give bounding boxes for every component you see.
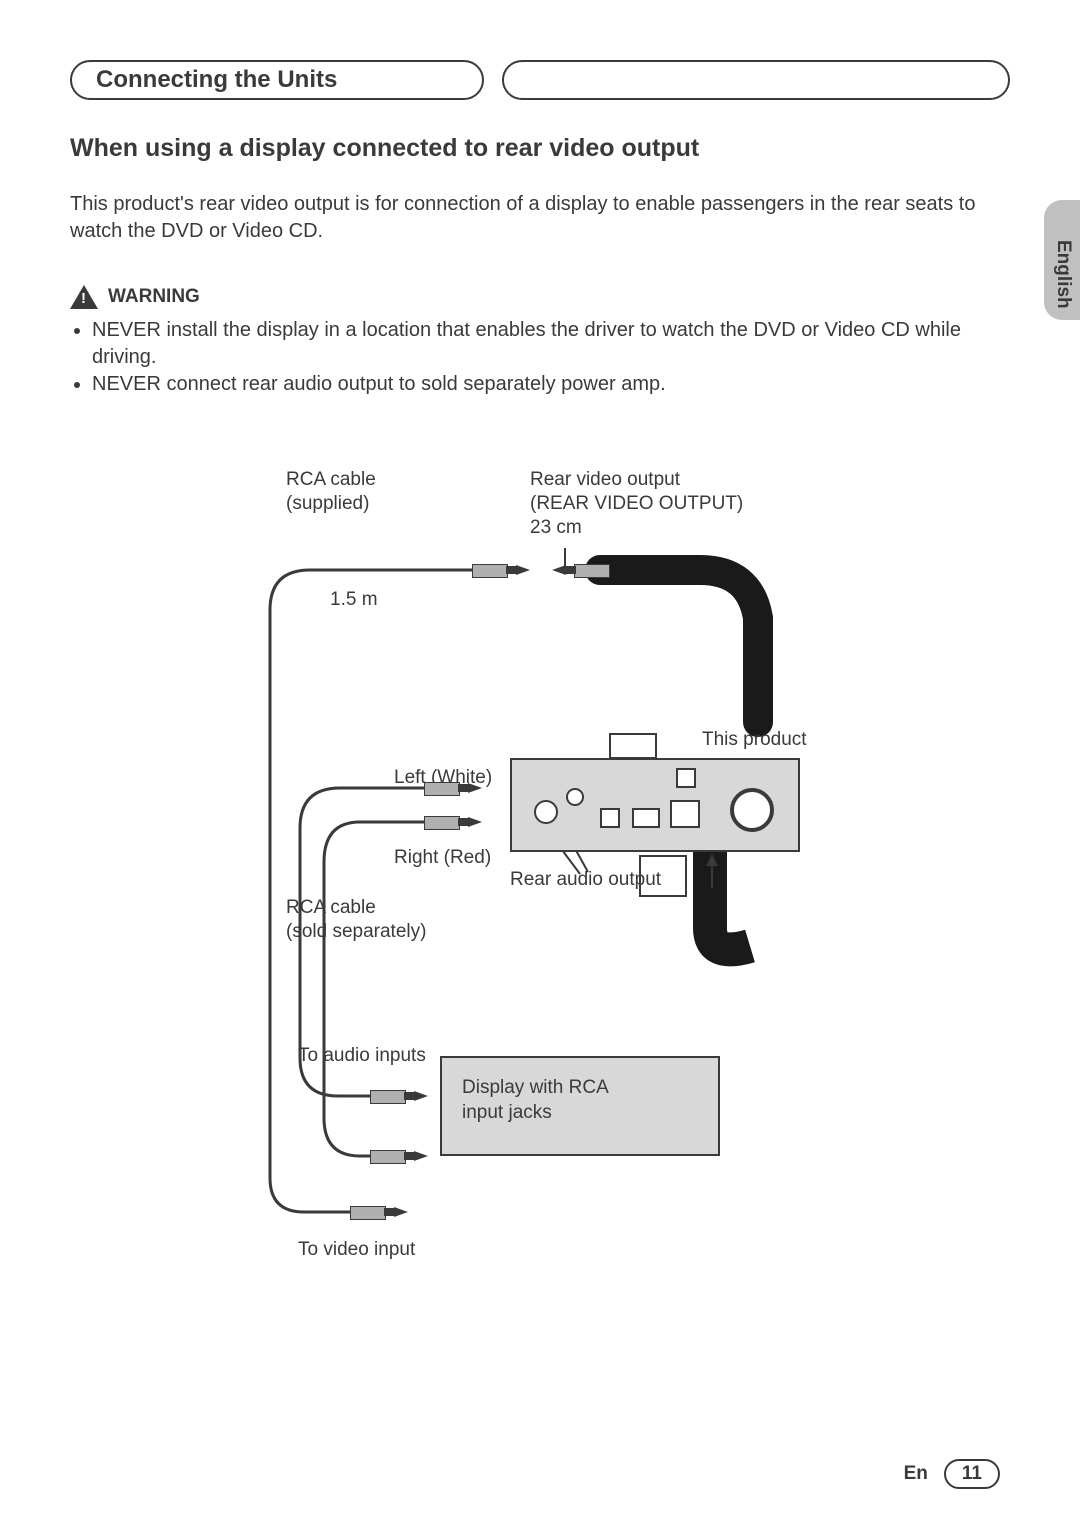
port-icon [730,788,774,832]
port-icon [632,808,660,828]
warning-icon [70,285,98,309]
rca-plug-icon [350,1204,414,1220]
display-device: Display with RCA input jacks [440,1056,720,1156]
rca-plug-icon [546,562,610,578]
label-rca-length: 1.5 m [330,588,378,612]
section-title-pill: Connecting the Units [70,60,484,100]
subheading: When using a display connected to rear v… [70,134,1010,163]
warning-item: NEVER connect rear audio output to sold … [92,371,1010,398]
section-title: Connecting the Units [96,66,337,94]
label-to-video-input: To video input [298,1238,415,1262]
port-icon [676,768,696,788]
rca-plug-icon [472,562,536,578]
connection-diagram: Rear video output (REAR VIDEO OUTPUT) 23… [210,468,970,1248]
side-language-label: English [1052,240,1074,309]
warning-block: WARNING NEVER install the display in a l… [70,285,1010,398]
label-rca-supplied: RCA cable (supplied) [286,468,376,516]
label-right-red: Right (Red) [394,846,491,870]
warning-item: NEVER install the display in a location … [92,317,1010,371]
header-row: Connecting the Units [70,60,1010,100]
port-icon [600,808,620,828]
warning-list: NEVER install the display in a location … [70,317,1010,398]
rca-plug-icon [370,1148,434,1164]
intro-paragraph: This product's rear video output is for … [70,191,1010,245]
page-content: Connecting the Units When using a displa… [70,60,1010,1248]
label-rca-sold-separately: RCA cable (sold separately) [286,896,426,944]
rca-plug-icon [370,1088,434,1104]
label-this-product: This product [702,728,807,752]
port-icon [566,788,584,806]
port-icon [670,800,700,828]
port-icon [534,800,558,824]
warning-title: WARNING [108,286,200,308]
rca-plug-icon [424,814,488,830]
rca-plug-icon [424,780,488,796]
page-footer: En 11 [904,1459,1000,1489]
head-unit [510,758,800,852]
footer-page-number: 11 [944,1459,1000,1489]
label-rear-video-output: Rear video output (REAR VIDEO OUTPUT) 23… [530,468,743,539]
warning-title-row: WARNING [70,285,1010,309]
section-empty-pill [502,60,1010,100]
label-rear-audio-output: Rear audio output [510,868,661,892]
label-to-audio-inputs: To audio inputs [298,1044,426,1068]
footer-lang: En [904,1463,928,1485]
